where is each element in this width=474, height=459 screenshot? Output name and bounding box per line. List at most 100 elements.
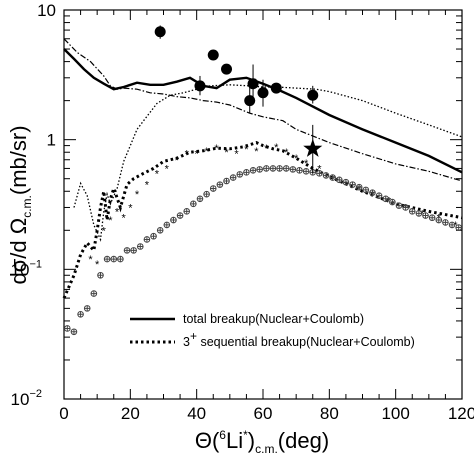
star-marker: * — [95, 259, 100, 271]
cross-marker-plus — [91, 290, 97, 297]
star-marker: * — [294, 153, 299, 165]
x-tick-label: 120 — [448, 404, 474, 423]
cross-marker-plus — [164, 222, 170, 228]
cross-marker-plus — [409, 208, 416, 215]
data-point — [154, 26, 166, 38]
x-tick-label: 80 — [320, 404, 339, 423]
y-axis-title-suffix: (mb/sr) — [6, 125, 31, 195]
x-tick-label: 0 — [59, 404, 68, 423]
star-marker: * — [214, 143, 219, 155]
cross-marker-plus — [150, 233, 157, 240]
cross-marker-plus — [402, 204, 409, 211]
star-marker: * — [264, 143, 269, 155]
legend: total breakup(Nuclear+Coulomb) 3+ sequen… — [130, 312, 415, 349]
cross-marker-plus — [223, 178, 230, 184]
data-point — [247, 78, 259, 90]
legend-entry-sequential: 3+ sequential breakup(Nuclear+Coulomb) — [183, 329, 415, 349]
cross-marker-plus — [382, 195, 389, 202]
data-point — [207, 49, 219, 61]
star-marker: * — [165, 163, 170, 175]
cross-marker-plus — [363, 187, 369, 193]
cross-marker-plus — [416, 210, 422, 217]
star-marker: * — [88, 254, 93, 266]
y-tick-exponent: −2 — [29, 388, 42, 400]
x-axis-title-sup: 6 — [219, 428, 226, 442]
cross-marker-plus — [190, 201, 197, 207]
cross-marker-plus — [356, 184, 362, 190]
y-axis-title-prefix: dσ/d Ω — [6, 218, 31, 285]
cross-marker-plus — [422, 212, 429, 219]
x-axis-title-sub: c.m. — [255, 442, 278, 456]
star-marker: * — [115, 206, 120, 218]
y-tick-base: 10 — [11, 260, 30, 279]
cross-marker-plus — [236, 171, 243, 178]
cross-marker-plus — [110, 256, 117, 262]
cross-marker-plus — [124, 247, 130, 254]
cross-marker-plus — [290, 166, 296, 173]
x-tick-label: 40 — [187, 404, 206, 423]
cross-marker-plus — [296, 167, 303, 174]
star-marker: * — [254, 146, 259, 158]
cross-marker-plus — [250, 167, 256, 174]
cross-marker-plus — [369, 189, 376, 196]
y-tick-label: 1 — [47, 131, 56, 150]
legend-entry-sequential-post: sequential breakup(Nuclear+Coulomb) — [197, 335, 415, 349]
x-axis-title-suffix: (deg) — [278, 428, 329, 453]
cross-marker-plus — [396, 202, 402, 209]
cross-marker-plus — [329, 174, 336, 181]
star-marker: * — [284, 147, 289, 159]
cross-marker-plus — [130, 247, 137, 254]
x-axis-title-close: ) — [248, 428, 255, 453]
star-marker: * — [108, 215, 113, 227]
y-axis-title-sub: c.m. — [20, 195, 34, 218]
cross-marker-plus — [217, 181, 223, 188]
cross-marker-plus — [170, 217, 177, 223]
x-tick-label: 60 — [254, 404, 273, 423]
cross-marker-plus — [283, 165, 290, 172]
star-marker: * — [453, 220, 458, 232]
data-point — [257, 87, 269, 99]
cross-marker-plus — [197, 195, 203, 202]
cross-marker-plus — [84, 305, 91, 312]
cross-marker-plus — [144, 236, 150, 243]
star-marker: * — [122, 213, 127, 225]
x-tick-label: 100 — [381, 404, 409, 423]
cross-marker-plus — [64, 325, 71, 332]
cross-marker-plus — [376, 192, 382, 199]
y-tick-base: 10 — [37, 1, 56, 20]
cross-marker-plus — [243, 169, 250, 176]
y-tick-base: 1 — [47, 131, 56, 150]
y-tick-base: 10 — [11, 390, 30, 409]
cross-marker-plus — [183, 208, 190, 215]
cross-marker-plus — [303, 168, 309, 175]
star-marker: * — [234, 149, 239, 161]
cross-marker-plus — [117, 256, 124, 262]
star-marker: * — [224, 147, 229, 159]
star-marker: * — [317, 163, 322, 175]
curve-dotted-fine — [73, 84, 463, 242]
y-tick-label: 10−1 — [11, 258, 42, 279]
x-axis-title-mid: Li — [226, 428, 243, 453]
x-axis-title: Θ(6Li*)c.m.(deg) — [195, 428, 329, 456]
star-marker: * — [304, 158, 309, 170]
data-markers — [154, 25, 323, 174]
x-axis-title-sup2: * — [243, 428, 248, 442]
cross-marker-plus — [177, 212, 183, 219]
cross-marker-plus — [270, 165, 276, 172]
cross-marker-plus — [137, 243, 144, 250]
cross-marker-plus — [210, 185, 217, 192]
star-marker: * — [185, 149, 190, 161]
star-marker: * — [155, 168, 160, 180]
cross-marker-plus — [230, 174, 236, 181]
cross-marker-plus — [263, 165, 270, 172]
data-point — [244, 95, 256, 107]
legend-entry-sequential-pre: 3 — [183, 335, 190, 349]
cross-marker-plus — [343, 179, 349, 185]
star-data-point — [303, 138, 323, 157]
cross-marker-plus — [71, 328, 77, 335]
data-point — [194, 80, 206, 92]
cross-marker-plus — [256, 166, 263, 173]
cross-marker-plus — [455, 224, 462, 231]
